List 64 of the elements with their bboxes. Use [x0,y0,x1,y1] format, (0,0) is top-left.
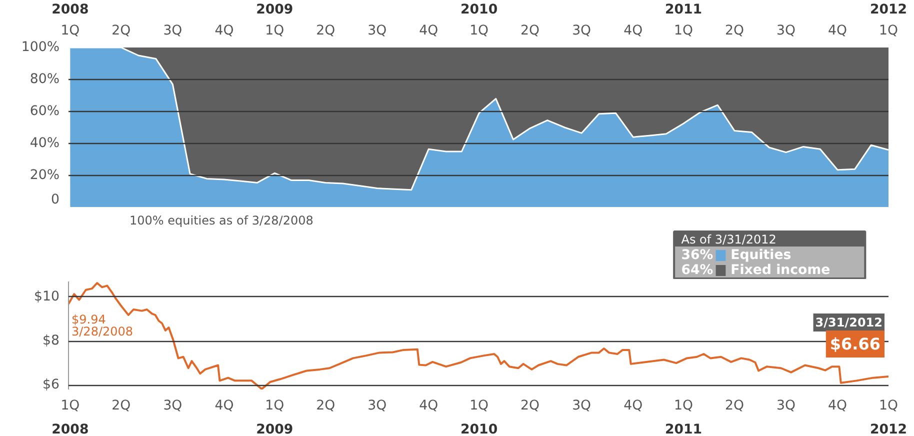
x-tick-label: 1Q [60,398,80,414]
x-tick-label: 3Q [776,24,796,38]
x-tick-label: 2Q [316,398,336,414]
x2-tick-label: 2010 [460,2,498,18]
y-tick-label: 40% [30,136,60,151]
y-tick-label: 20% [30,168,60,183]
x-tick-label: 4Q [214,398,234,414]
x-tick-label: 1Q [265,398,284,414]
x-tick-label: 1Q [674,398,693,414]
x-tick-label: 1Q [265,24,284,38]
annotation: $9.94 [72,312,106,326]
x2-tick-label: 2009 [256,422,294,436]
x2-tick-label: 2011 [664,422,702,436]
annotation: 3/28/2008 [72,324,134,338]
x-tick-label: 4Q [214,24,234,38]
y-tick-label: $8 [42,334,60,349]
x-tick-label: 1Q [879,24,898,38]
x-tick-label: 4Q [828,24,848,38]
x2-tick-label: 2012 [870,2,908,18]
x-tick-label: 4Q [624,398,643,414]
x2-tick-label: 2011 [664,2,702,18]
x-tick-label: 2Q [520,24,540,38]
x-tick-label: 1Q [879,398,898,414]
y-tick-label: 0 [51,192,60,208]
x-tick-label: 3Q [368,24,387,38]
x-tick-label: 3Q [163,24,182,38]
line-series [68,282,888,390]
x-tick-label: 3Q [163,398,182,414]
x-tick-label: 4Q [624,24,643,38]
x2-tick-label: 2012 [870,422,908,436]
annotation: 3/31/2012 [815,316,883,330]
x2-tick-label: 2008 [52,422,89,436]
x-tick-label: 2Q [724,24,744,38]
legend-label: Fixed income [730,263,830,278]
text: 36% [681,248,714,263]
x-tick-label: 1Q [470,24,489,38]
x-tick-label: 3Q [572,398,592,414]
y-tick-label: 80% [30,72,60,87]
x-tick-label: 2Q [724,398,744,414]
y-tick-label: $10 [34,289,60,304]
text: 64% [681,263,714,278]
x-tick-label: 2Q [316,24,336,38]
y-tick-label: $6 [42,378,60,393]
text: 100% equities as of 3/28/2008 [130,214,314,228]
x2-tick-label: 2009 [256,2,294,18]
x-tick-label: 1Q [470,398,489,414]
legend-label: Equities [730,248,792,263]
x-tick-label: 2Q [520,398,540,414]
legend-title: As of 3/31/2012 [681,232,776,246]
x-tick-label: 4Q [419,24,438,38]
x-tick-label: 1Q [674,24,693,38]
x-tick-label: 2Q [112,24,131,38]
x-tick-label: 4Q [419,398,438,414]
annotation: $6.66 [830,334,880,354]
x-tick-label: 3Q [776,398,796,414]
y-tick-label: 60% [30,104,60,119]
x-tick-label: 3Q [572,24,592,38]
x-tick-label: 3Q [368,398,387,414]
x2-tick-label: 2008 [52,2,89,18]
x-tick-label: 2Q [112,398,131,414]
x2-tick-label: 2010 [460,422,498,436]
y-tick-label: 100% [21,40,60,55]
x-tick-label: 4Q [828,398,848,414]
x-tick-label: 1Q [60,24,80,38]
